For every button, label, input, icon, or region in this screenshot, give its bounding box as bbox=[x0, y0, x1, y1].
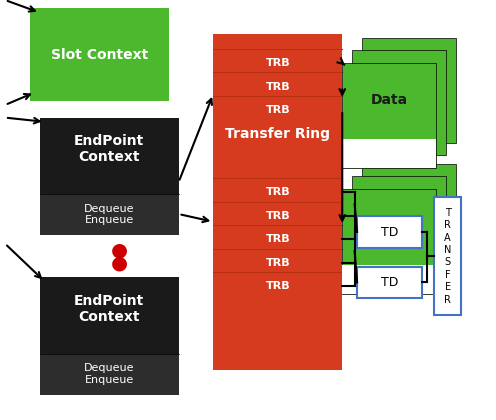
Text: TRB: TRB bbox=[265, 258, 290, 268]
Text: Dequeue
Enqueue: Dequeue Enqueue bbox=[84, 363, 134, 385]
Bar bbox=[342, 189, 436, 294]
Text: TRB: TRB bbox=[265, 58, 290, 68]
Text: TRB: TRB bbox=[265, 281, 290, 291]
Text: Dequeue
Enqueue: Dequeue Enqueue bbox=[84, 204, 134, 226]
Text: TD: TD bbox=[380, 226, 398, 239]
Bar bbox=[40, 194, 179, 235]
Text: Data: Data bbox=[371, 219, 408, 233]
Bar bbox=[342, 139, 436, 168]
Bar bbox=[213, 34, 342, 370]
Text: TD: TD bbox=[380, 276, 398, 289]
Bar bbox=[40, 118, 179, 235]
Text: Slot Context: Slot Context bbox=[51, 47, 148, 62]
Bar bbox=[30, 8, 169, 101]
Bar bbox=[362, 164, 456, 269]
Bar bbox=[357, 267, 422, 298]
Bar bbox=[357, 216, 422, 248]
Bar bbox=[434, 197, 461, 315]
Text: Transfer Ring: Transfer Ring bbox=[225, 127, 330, 142]
Text: ●: ● bbox=[111, 240, 127, 260]
Text: Data: Data bbox=[371, 93, 408, 107]
Bar bbox=[342, 63, 436, 168]
Bar bbox=[352, 176, 446, 281]
Bar bbox=[342, 265, 436, 294]
Bar bbox=[362, 38, 456, 143]
Text: TRB: TRB bbox=[265, 211, 290, 221]
Text: T
R
A
N
S
F
E
R: T R A N S F E R bbox=[444, 208, 451, 304]
Text: EndPoint
Context: EndPoint Context bbox=[74, 294, 144, 324]
Text: ●: ● bbox=[111, 253, 127, 272]
Text: TRB: TRB bbox=[265, 187, 290, 197]
Text: TRB: TRB bbox=[265, 234, 290, 244]
Bar bbox=[40, 277, 179, 395]
Text: EndPoint
Context: EndPoint Context bbox=[74, 134, 144, 165]
Text: TRB: TRB bbox=[265, 105, 290, 115]
Bar bbox=[40, 354, 179, 395]
Text: TRB: TRB bbox=[265, 81, 290, 92]
Bar bbox=[352, 50, 446, 155]
